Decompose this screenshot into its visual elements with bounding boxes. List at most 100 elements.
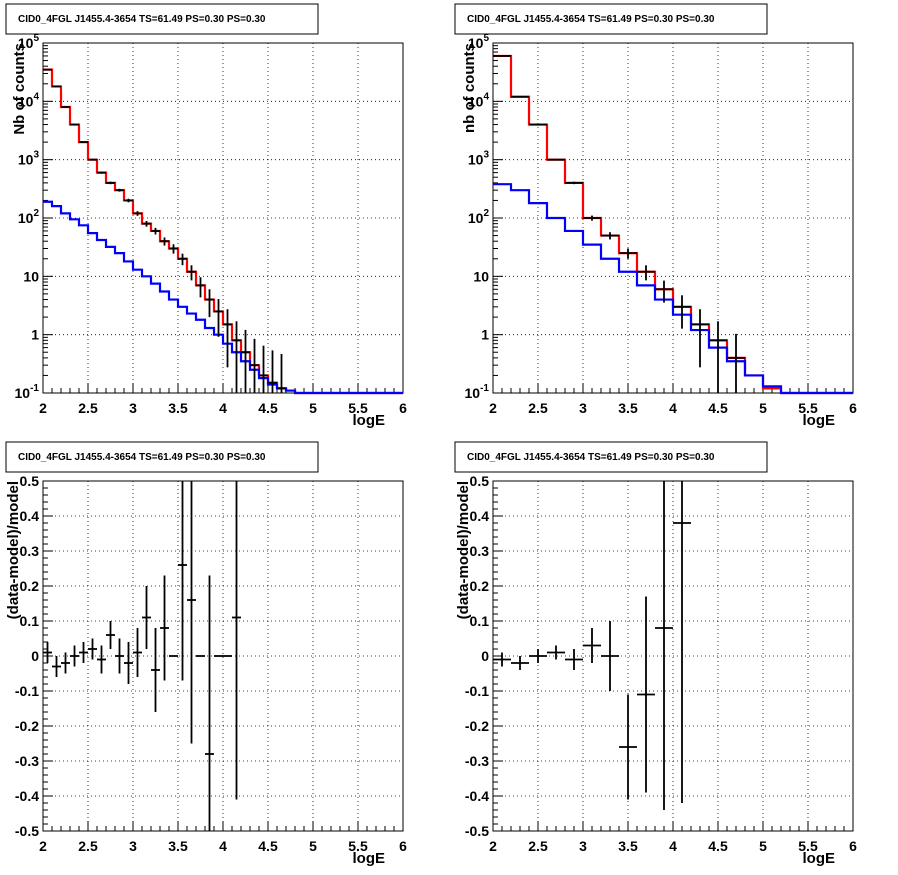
x-tick-label: 3 (129, 838, 137, 854)
y-tick-label: 0.3 (20, 543, 40, 559)
data-point (115, 638, 124, 674)
data-point (178, 481, 187, 681)
data-point (655, 280, 673, 303)
data-point (232, 321, 241, 393)
x-tick-label: 5.5 (798, 400, 818, 416)
x-axis-label: logE (353, 412, 386, 429)
y-axis-label: (data-model)/model (5, 481, 22, 619)
chart-panel-top-left: CID0_4FGL J1455.4-3654 TS=61.49 PS=0.30 … (5, 3, 407, 429)
x-tick-label: 6 (399, 838, 407, 854)
data-point (160, 237, 169, 246)
chart-title: CID0_4FGL J1455.4-3654 TS=61.49 PS=0.30 … (467, 452, 715, 463)
x-axis-label: logE (803, 412, 836, 429)
y-tick-label: 102 (18, 208, 40, 226)
x-tick-label: 2.5 (528, 400, 548, 416)
chart-panel-bottom-left: CID0_4FGL J1455.4-3654 TS=61.49 PS=0.30 … (5, 441, 407, 867)
data-point (187, 481, 196, 744)
x-tick-label: 4 (669, 400, 677, 416)
y-tick-label: 0 (31, 648, 39, 664)
title-box (5, 441, 319, 473)
data-point (223, 309, 232, 368)
data-point (115, 188, 124, 192)
data-point (673, 481, 691, 803)
data-point (61, 652, 70, 674)
data-point (727, 333, 745, 393)
chart-title: CID0_4FGL J1455.4-3654 TS=61.49 PS=0.30 … (18, 14, 266, 25)
y-tick-label: 10-1 (465, 383, 490, 401)
x-tick-label: 6 (849, 838, 857, 854)
y-tick-label: 0.3 (470, 543, 490, 559)
x-tick-label: 2 (489, 400, 497, 416)
data-point (43, 642, 52, 663)
data-point (259, 345, 268, 393)
x-tick-label: 3 (579, 400, 587, 416)
title-box (454, 3, 768, 35)
data-point (79, 141, 88, 144)
data-point (79, 642, 88, 663)
y-tick-label: 1 (31, 327, 39, 343)
x-tick-label: 2.5 (78, 838, 98, 854)
x-axis-label: logE (803, 850, 836, 867)
y-tick-label: 0.5 (470, 473, 490, 489)
x-tick-label: 2.5 (78, 400, 98, 416)
data-point (88, 158, 97, 161)
data-point (583, 215, 601, 221)
data-point (61, 106, 70, 108)
data-point (232, 481, 241, 800)
x-tick-label: 6 (399, 400, 407, 416)
chart-title: CID0_4FGL J1455.4-3654 TS=61.49 PS=0.30 … (18, 452, 266, 463)
y-tick-label: -0.5 (465, 823, 489, 839)
x-tick-label: 4.5 (258, 838, 278, 854)
data-point (709, 321, 727, 393)
data-point (97, 171, 106, 174)
x-tick-label: 4 (669, 838, 677, 854)
histogram-series-1 (493, 183, 853, 395)
y-axis-label: nb of counts (461, 43, 478, 133)
y-tick-label: 0.5 (20, 473, 40, 489)
data-point (250, 338, 259, 393)
x-tick-label: 5.5 (348, 838, 368, 854)
y-tick-label: 0 (481, 648, 489, 664)
data-point (637, 265, 655, 281)
data-point (196, 277, 205, 298)
y-tick-label: -0.4 (15, 788, 39, 804)
y-tick-label: 0.1 (470, 613, 490, 629)
y-tick-label: 103 (18, 150, 40, 168)
data-point (601, 621, 619, 691)
x-tick-label: 4.5 (708, 838, 728, 854)
data-point (493, 652, 511, 667)
y-tick-label: -0.1 (15, 683, 39, 699)
y-tick-label: 10 (23, 268, 39, 284)
y-tick-label: 102 (468, 208, 490, 226)
y-tick-label: 105 (18, 33, 40, 51)
x-tick-label: 2 (489, 838, 497, 854)
data-point (142, 586, 151, 649)
y-tick-label: -0.4 (465, 788, 489, 804)
histogram-series-1 (43, 200, 403, 395)
y-tick-label: 104 (18, 91, 40, 109)
title-box (5, 3, 319, 35)
x-tick-label: 2.5 (528, 838, 548, 854)
y-axis-label: Nb of counts (11, 43, 28, 135)
data-point (169, 244, 178, 254)
data-point (124, 642, 133, 684)
x-tick-label: 5 (309, 400, 317, 416)
data-point (88, 638, 97, 660)
data-point (619, 248, 637, 259)
x-tick-label: 4 (219, 838, 227, 854)
y-tick-label: 10-1 (15, 383, 40, 401)
data-point (565, 649, 583, 670)
x-tick-label: 5.5 (348, 400, 368, 416)
data-point (124, 198, 133, 203)
x-tick-label: 5.5 (798, 838, 818, 854)
x-tick-label: 4.5 (258, 400, 278, 416)
y-tick-label: -0.2 (465, 718, 489, 734)
data-point (529, 123, 547, 126)
y-tick-label: 0.2 (20, 578, 40, 594)
x-tick-label: 4.5 (708, 400, 728, 416)
data-point (151, 227, 160, 235)
x-tick-label: 5 (309, 838, 317, 854)
x-tick-label: 3.5 (168, 838, 188, 854)
data-point (511, 656, 529, 670)
x-tick-label: 3.5 (168, 400, 188, 416)
